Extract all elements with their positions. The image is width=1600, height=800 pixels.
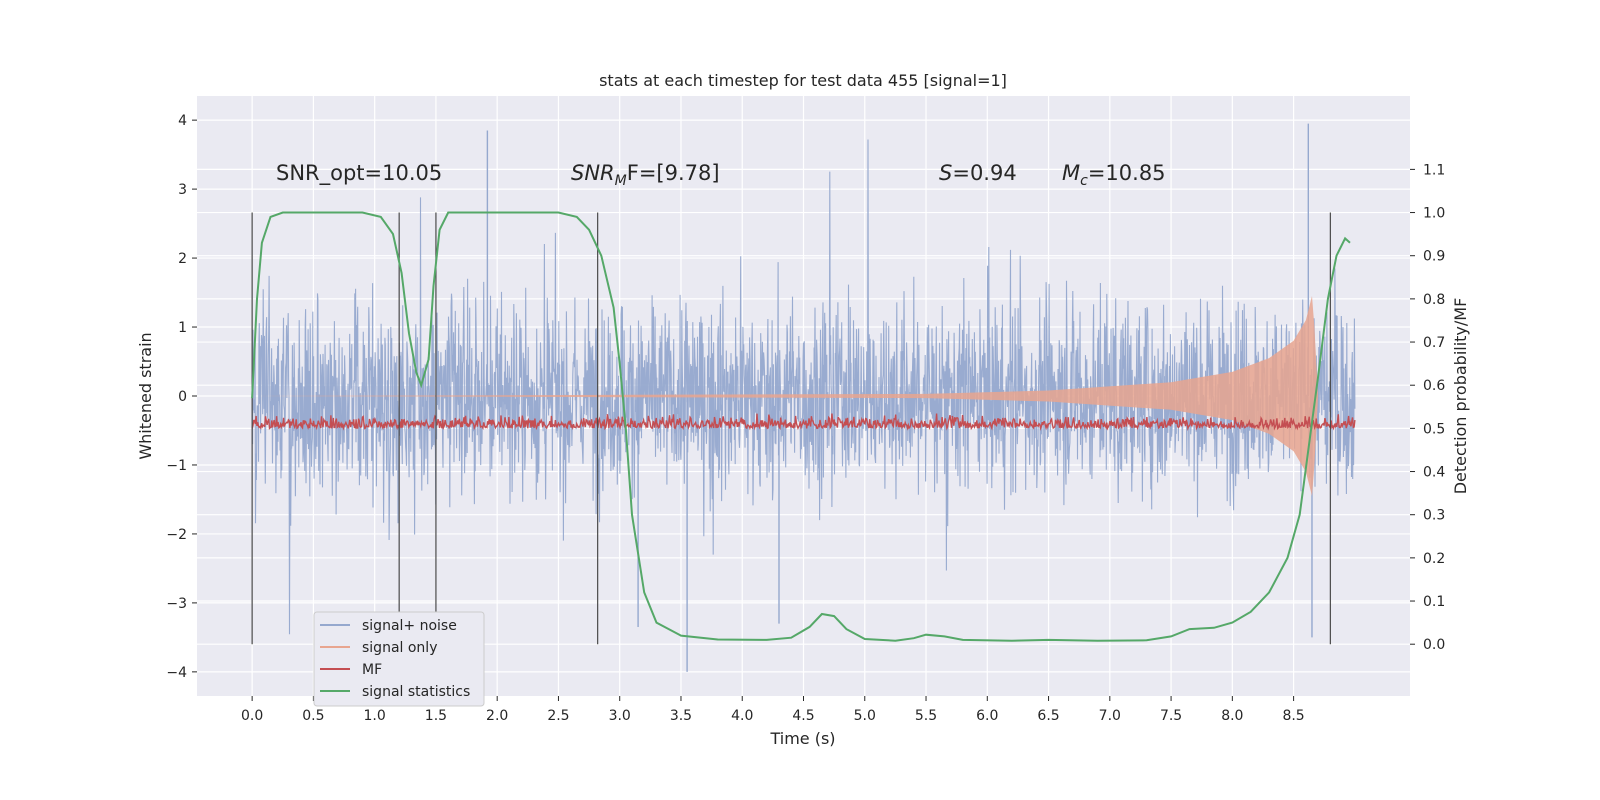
x-tick-label: 6.0: [976, 708, 998, 724]
y-right-tick-label: 0.8: [1423, 292, 1445, 308]
y-axis-ticks: 4 3 2 1 0 −1 −2 −3 −4: [166, 113, 197, 681]
y-tick-label: −4: [166, 665, 187, 681]
x-tick-label: 8.5: [1282, 708, 1304, 724]
x-tick-label: 4.0: [731, 708, 753, 724]
line-signal-statistics: [251, 211, 1351, 642]
chart-title: stats at each timestep for test data 455…: [599, 71, 1007, 90]
legend: signal+ noise signal only MF signal stat…: [313, 611, 485, 707]
x-tick-label: 3.5: [670, 708, 692, 724]
annotations: SNR_opt=10.05 SNRMF=[9.78] S=0.94 Mc=10.…: [276, 161, 1166, 189]
x-tick-label: 1.0: [364, 708, 386, 724]
series-signal-only: [252, 296, 1319, 496]
annotation-mc-main: M: [1062, 161, 1080, 185]
y-right-tick-label: 0.7: [1423, 335, 1445, 351]
annotation-snr-mf: SNRMF=[9.78]: [571, 161, 720, 189]
x-tick-label: 7.5: [1160, 708, 1182, 724]
legend-box: [313, 611, 485, 707]
legend-label-signal-noise: signal+ noise: [362, 618, 457, 634]
y-right-tick-label: 0.3: [1423, 508, 1445, 524]
y-right-axis-label: Detection probability/MF: [1451, 298, 1470, 495]
x-axis-ticks: 0.0 0.5 1.0 1.5 2.0 2.5 3.0 3.5 4.0 4.5 5.0 5.5 6.0 6…: [241, 696, 1305, 724]
y-right-tick-label: 0.9: [1423, 249, 1445, 265]
y-axis-label: Whitened strain: [136, 332, 155, 459]
y-tick-label: 1: [178, 320, 187, 336]
x-tick-label: 5.0: [854, 708, 876, 724]
x-tick-label: 7.0: [1099, 708, 1121, 724]
y-tick-label: 0: [178, 389, 187, 405]
y-tick-label: 3: [178, 182, 187, 198]
annotation-snr-mf-rest: F=[9.78]: [627, 161, 720, 185]
y-tick-label: 4: [178, 113, 187, 129]
y-right-tick-label: 0.1: [1423, 594, 1445, 610]
legend-label-mf: MF: [362, 662, 382, 678]
x-tick-label: 0.0: [241, 708, 263, 724]
y-right-tick-label: 0.0: [1423, 637, 1445, 653]
x-tick-label: 5.5: [915, 708, 937, 724]
y-right-tick-label: 1.0: [1423, 206, 1445, 222]
annotation-mc-rest: =10.85: [1088, 161, 1166, 185]
annotation-snr-mf-main: SNR: [571, 161, 615, 185]
y-tick-label: −1: [166, 458, 187, 474]
annotation-snr-opt: SNR_opt=10.05: [276, 161, 442, 186]
x-tick-label: 3.0: [609, 708, 631, 724]
y-right-tick-label: 0.2: [1423, 551, 1445, 567]
annotation-mc: Mc=10.85: [1062, 161, 1166, 189]
y-right-tick-label: 0.5: [1423, 421, 1445, 437]
annotation-mc-sub: c: [1080, 173, 1088, 189]
y-right-tick-label: 1.1: [1423, 162, 1445, 178]
annotation-snr-mf-sub: M: [615, 173, 627, 189]
annotation-s: S=0.94: [939, 161, 1017, 185]
y-right-axis-ticks: 1.1 1.0 0.9 0.8 0.7 0.6 0.5 0.4 0.3 0.2 0.1 0.0: [1410, 162, 1445, 653]
y-right-tick-label: 0.4: [1423, 465, 1445, 481]
y-right-tick-label: 0.6: [1423, 378, 1445, 394]
annotation-s-main: S: [939, 161, 952, 185]
x-tick-label: 0.5: [302, 708, 324, 724]
series-signal-statistics: [251, 211, 1351, 642]
legend-label-signal-statistics: signal statistics: [362, 684, 470, 700]
x-axis-label: Time (s): [769, 729, 835, 748]
y-tick-label: 2: [178, 251, 187, 267]
x-tick-label: 2.5: [547, 708, 569, 724]
y-tick-label: −2: [166, 527, 187, 543]
x-tick-label: 1.5: [425, 708, 447, 724]
x-tick-label: 2.0: [486, 708, 508, 724]
x-tick-label: 4.5: [792, 708, 814, 724]
legend-label-signal-only: signal only: [362, 640, 437, 656]
x-tick-label: 6.5: [1037, 708, 1059, 724]
annotation-s-rest: =0.94: [952, 161, 1016, 185]
y-tick-label: −3: [166, 596, 187, 612]
line-signal-only: [252, 296, 1319, 496]
x-tick-label: 8.0: [1221, 708, 1243, 724]
